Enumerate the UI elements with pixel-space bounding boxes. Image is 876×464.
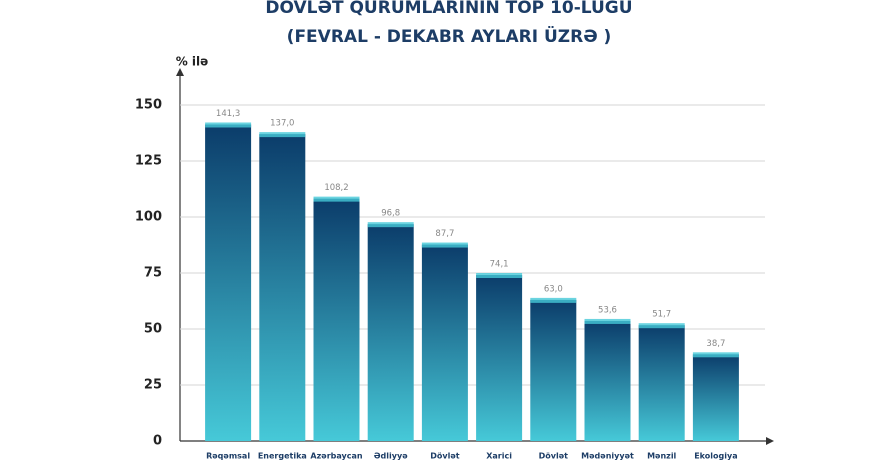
bar-cap <box>421 242 468 248</box>
y-tick-label: 150 <box>135 98 162 113</box>
x-tick-label: Ekologiya <box>694 452 737 461</box>
chart-subtitle: (FEVRAL - DEKABR AYLARI ÜZRƏ ) <box>287 25 612 47</box>
value-label: 63,0 <box>544 284 563 294</box>
x-tick-label: Dövlət <box>430 452 460 461</box>
bar <box>259 134 306 441</box>
y-tick-label: 100 <box>135 210 162 225</box>
value-label: 141,3 <box>216 109 240 119</box>
x-tick-label: Mədəniyyət <box>581 452 634 461</box>
x-tick-label: Mənzil <box>647 452 676 461</box>
bar <box>313 198 360 441</box>
bar-cap <box>584 318 631 324</box>
chart-title: DÖVLƏT QURUMLARININ TOP 10-LUĞU <box>265 0 632 18</box>
y-tick-label: 0 <box>153 434 162 449</box>
bar-cap <box>476 273 523 279</box>
bar <box>692 354 739 441</box>
x-tick-label: Ədliyyə <box>374 452 408 461</box>
value-label: 53,6 <box>598 305 617 315</box>
bar <box>584 320 631 441</box>
y-axis-arrow <box>176 68 184 76</box>
bar <box>530 299 577 441</box>
bar-cap <box>205 122 252 128</box>
bar <box>421 244 468 441</box>
x-tick-label: Xarici <box>486 452 512 461</box>
y-axis-label: % ilə <box>176 55 209 69</box>
y-tick-label: 25 <box>144 378 162 393</box>
y-tick-label: 50 <box>144 322 162 337</box>
value-label: 137,0 <box>270 119 294 129</box>
bar <box>638 325 685 441</box>
bar <box>476 275 523 441</box>
bar-cap <box>638 323 685 329</box>
y-tick-label: 125 <box>135 154 162 169</box>
bar-cap <box>313 196 360 202</box>
bar-cap <box>692 352 739 358</box>
x-tick-label: Dövlət <box>539 452 569 461</box>
y-tick-label: 75 <box>144 266 162 281</box>
value-label: 51,7 <box>652 310 671 320</box>
x-tick-label: Energetika <box>258 452 307 461</box>
bar <box>205 124 252 441</box>
value-label: 96,8 <box>381 209 400 219</box>
x-tick-label: Azərbaycan <box>310 452 362 461</box>
value-label: 108,2 <box>324 183 348 193</box>
x-tick-label: Rəqəmsal <box>206 452 250 461</box>
x-axis-arrow <box>766 437 774 445</box>
value-label: 87,7 <box>435 229 454 239</box>
bar-cap <box>530 297 577 303</box>
bar-cap <box>367 222 414 228</box>
bar-cap <box>259 132 306 138</box>
value-label: 38,7 <box>706 339 725 349</box>
bar <box>367 224 414 441</box>
value-label: 74,1 <box>490 260 509 270</box>
